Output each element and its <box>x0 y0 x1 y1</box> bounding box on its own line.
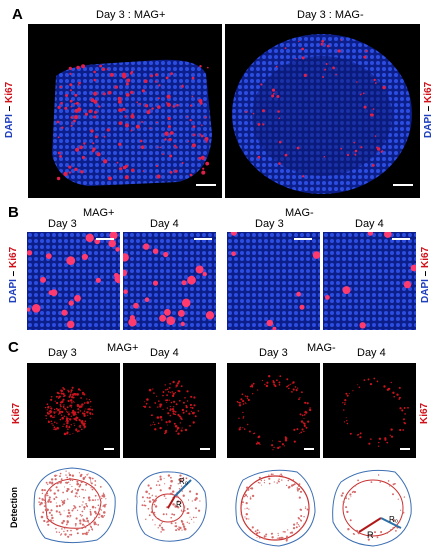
b-mag-minus-day3-image <box>227 232 320 330</box>
a-mag-plus-image <box>28 24 222 198</box>
c-day-label-2: Day 4 <box>150 347 179 359</box>
b-day-label-1: Day 3 <box>48 218 77 230</box>
b-mag-plus-day4-image <box>123 232 216 330</box>
b-scale-bar-3 <box>294 238 312 240</box>
c-day-label-4: Day 4 <box>357 347 386 359</box>
a-stain-label-left: DAPI – Ki67 <box>4 81 15 138</box>
b-scale-bar-2 <box>194 238 212 240</box>
det-r0-label-2: R₀ <box>389 515 398 524</box>
c-stain-label-left: Ki67 <box>11 402 22 424</box>
detection-mag-plus-day4: R R₀ <box>123 462 216 548</box>
a-stain-label-right: DAPI – Ki67 <box>423 81 434 138</box>
c-mag-plus-day3-image <box>27 363 120 458</box>
a-scale-bar-right <box>393 184 413 186</box>
b-scale-bar-4 <box>392 238 410 240</box>
c-day-label-3: Day 3 <box>259 347 288 359</box>
c-mag-plus-day4-image <box>123 363 216 458</box>
b-day-label-2: Day 4 <box>150 218 179 230</box>
panel-label-c: C <box>8 339 19 356</box>
c-scale-bar-2 <box>200 448 210 450</box>
a-scale-bar-left <box>196 184 216 186</box>
det-r0-label-1: R₀ <box>179 477 188 486</box>
b-mag-minus-day4-image <box>323 232 416 330</box>
panel-label-a: A <box>12 6 23 23</box>
c-scale-bar-1 <box>104 448 114 450</box>
det-r-label-1: R <box>176 500 182 509</box>
b-group-mag-plus: MAG+ <box>83 207 115 219</box>
detection-mag-minus-day3 <box>227 462 320 548</box>
c-mag-minus-day4-image <box>323 363 416 458</box>
c-mag-minus-day3-image <box>227 363 320 458</box>
detection-label: Detection <box>9 486 19 528</box>
a-right-title: Day 3 : MAG- <box>297 9 364 21</box>
b-stain-label-right: DAPI – Ki67 <box>420 246 431 303</box>
c-group-mag-minus: MAG- <box>307 342 336 354</box>
detection-mag-plus-day3 <box>27 462 120 548</box>
a-left-title: Day 3 : MAG+ <box>96 9 166 21</box>
c-stain-label-right: Ki67 <box>419 402 430 424</box>
b-stain-label-left: DAPI – Ki67 <box>8 246 19 303</box>
b-day-label-3: Day 3 <box>255 218 284 230</box>
b-mag-plus-day3-image <box>27 232 120 330</box>
b-scale-bar-1 <box>96 238 114 240</box>
panel-label-b: B <box>8 204 19 221</box>
b-day-label-4: Day 4 <box>355 218 384 230</box>
b-group-mag-minus: MAG- <box>285 207 314 219</box>
a-mag-minus-svg <box>232 34 412 194</box>
a-mag-plus-svg <box>52 59 212 186</box>
a-mag-minus-image <box>225 24 420 198</box>
detection-mag-minus-day4: R R₀ <box>323 462 416 548</box>
c-scale-bar-4 <box>400 448 410 450</box>
c-group-mag-plus: MAG+ <box>107 342 139 354</box>
det-r-label-2: R <box>367 530 374 540</box>
c-scale-bar-3 <box>304 448 314 450</box>
c-day-label-1: Day 3 <box>48 347 77 359</box>
